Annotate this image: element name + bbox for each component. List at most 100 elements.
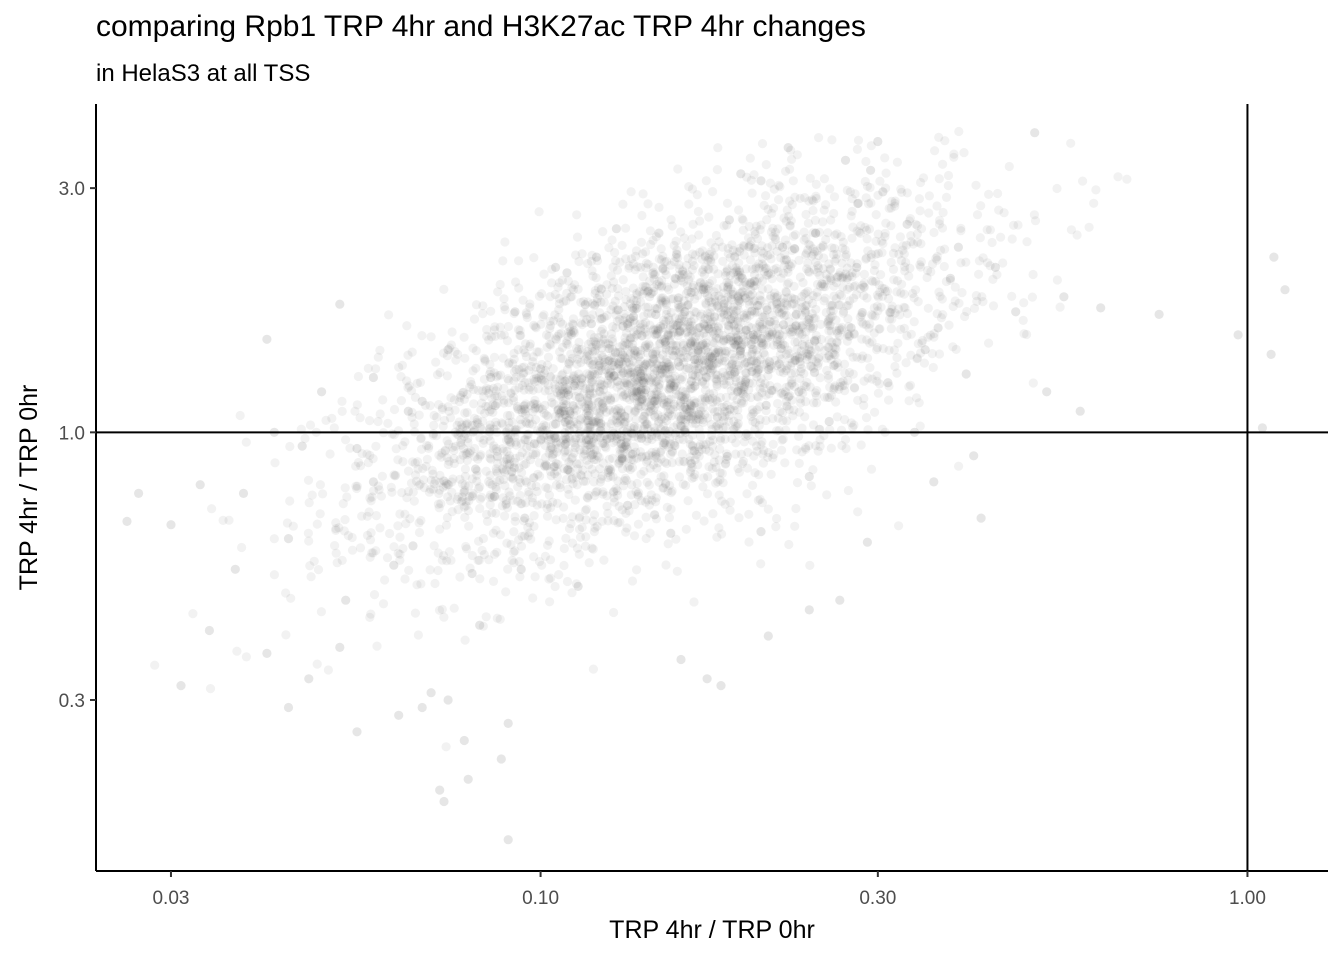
data-point (722, 449, 732, 459)
data-point (852, 352, 862, 362)
data-point (842, 301, 852, 311)
data-point (813, 251, 824, 261)
data-point (549, 462, 559, 472)
data-point (694, 409, 704, 419)
data-point (699, 279, 709, 289)
data-point (416, 434, 426, 444)
data-point (407, 407, 417, 417)
data-point (598, 398, 608, 408)
data-point (697, 444, 707, 454)
data-point (614, 458, 624, 468)
data-point (1042, 387, 1052, 397)
data-point (607, 334, 617, 344)
data-point (717, 242, 728, 252)
data-point (961, 257, 971, 267)
data-point (662, 256, 672, 266)
data-point (269, 570, 279, 580)
data-point (549, 462, 559, 472)
data-point (801, 248, 812, 258)
data-point (551, 419, 561, 429)
data-point (674, 472, 685, 482)
data-point (597, 471, 607, 481)
data-point (467, 568, 477, 579)
data-point (218, 515, 228, 526)
data-point (528, 352, 538, 362)
data-point (773, 413, 783, 423)
data-point (563, 465, 573, 475)
data-point (572, 210, 582, 220)
data-point (698, 482, 708, 492)
data-point (443, 695, 453, 705)
data-point (504, 375, 514, 386)
data-point (993, 188, 1003, 199)
data-point (621, 254, 631, 264)
data-point (397, 488, 407, 498)
data-point (833, 328, 843, 338)
data-point (792, 445, 802, 455)
data-point (470, 420, 480, 430)
data-point (521, 477, 532, 487)
data-point (429, 410, 439, 421)
data-point (500, 305, 510, 315)
data-point (628, 339, 638, 349)
data-point (655, 299, 665, 309)
data-point (285, 441, 295, 452)
data-point (707, 463, 717, 473)
data-point (734, 336, 744, 346)
data-point (536, 435, 546, 445)
data-point (300, 433, 310, 444)
data-point (689, 261, 699, 271)
data-point (429, 479, 439, 489)
data-point (661, 479, 671, 489)
data-point (676, 391, 686, 401)
data-point (627, 343, 638, 353)
data-point (515, 451, 525, 461)
data-point (648, 235, 658, 245)
data-point (583, 422, 593, 433)
data-point (755, 225, 765, 235)
data-point (564, 358, 574, 368)
data-point (780, 249, 790, 260)
data-point (770, 233, 780, 243)
data-point (775, 329, 785, 340)
data-point (721, 271, 731, 281)
data-point (347, 532, 357, 543)
data-point (732, 421, 742, 431)
data-point (797, 323, 807, 333)
data-point (641, 302, 651, 312)
data-point (972, 210, 983, 220)
data-point (601, 422, 611, 432)
data-point (640, 373, 650, 383)
data-point (642, 477, 652, 487)
data-point (705, 389, 715, 399)
data-point (437, 604, 447, 615)
data-point (479, 353, 489, 363)
data-point (539, 269, 549, 279)
data-point (655, 354, 665, 364)
data-point (661, 297, 671, 307)
data-point (663, 539, 673, 549)
data-point (405, 514, 415, 524)
data-point (502, 454, 512, 464)
data-point (312, 519, 322, 529)
data-point (568, 374, 578, 384)
data-point (587, 266, 597, 276)
data-point (680, 418, 691, 428)
data-point (723, 249, 733, 259)
data-point (676, 227, 686, 237)
data-point (603, 516, 613, 526)
data-point (537, 422, 547, 432)
data-point (312, 659, 322, 669)
data-point (954, 126, 964, 137)
data-point (575, 512, 585, 522)
data-point (528, 399, 539, 409)
data-point (832, 326, 842, 336)
data-point (640, 385, 651, 395)
data-point (672, 249, 682, 260)
data-point (906, 231, 916, 241)
data-point (387, 429, 397, 439)
data-point (735, 288, 745, 298)
data-point (978, 297, 988, 307)
data-point (711, 230, 722, 241)
data-point (759, 445, 769, 455)
